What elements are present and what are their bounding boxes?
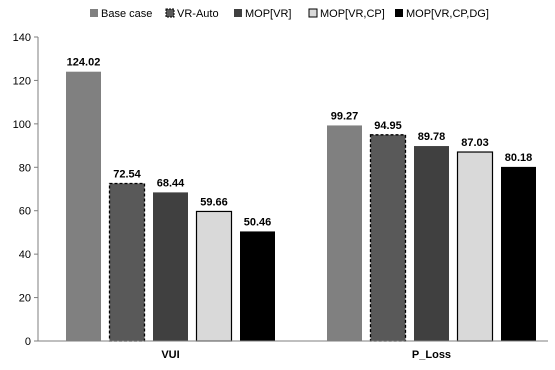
bar-p_loss-0 bbox=[327, 125, 362, 341]
bar-vui-0 bbox=[66, 71, 101, 341]
data-label: 94.95 bbox=[374, 120, 402, 132]
data-label: 68.44 bbox=[157, 177, 185, 189]
legend-swatch bbox=[90, 9, 98, 17]
data-label: 72.54 bbox=[113, 168, 141, 180]
data-label: 80.18 bbox=[505, 152, 533, 164]
y-axis: 0 20 40 60 80 100 120 140 bbox=[13, 32, 39, 348]
legend-label: MOP[VR,CP] bbox=[320, 8, 385, 20]
y-tick-label: 100 bbox=[13, 119, 31, 131]
data-label: 87.03 bbox=[461, 137, 489, 149]
data-label: 89.78 bbox=[418, 131, 446, 143]
legend-label: Base case bbox=[101, 8, 152, 20]
y-tick-label: 140 bbox=[13, 32, 31, 44]
legend-swatch bbox=[234, 9, 242, 17]
data-label: 50.46 bbox=[244, 216, 272, 228]
y-tick-label: 40 bbox=[19, 249, 31, 261]
bar-p_loss-3 bbox=[456, 151, 494, 342]
legend: Base case VR-Auto MOP[VR] MOP[VR,CP] MOP[VR,… bbox=[90, 8, 489, 20]
legend-swatch bbox=[395, 9, 403, 17]
legend-swatch bbox=[165, 8, 175, 18]
legend-swatch bbox=[308, 8, 318, 18]
bar-vui-4 bbox=[240, 231, 275, 341]
legend-label: MOP[VR,CP,DG] bbox=[406, 8, 489, 20]
legend-label: MOP[VR] bbox=[245, 8, 291, 20]
y-tick-label: 20 bbox=[19, 293, 31, 305]
x-axis: VUI P_Loss bbox=[38, 340, 548, 361]
data-label: 124.02 bbox=[67, 57, 101, 69]
bar-vui-2 bbox=[153, 192, 188, 341]
bar-p_loss-1 bbox=[369, 134, 407, 342]
x-category-label: VUI bbox=[161, 349, 179, 361]
data-labels: 124.02 72.54 68.44 59.66 50.46 99.27 94.95 89.7… bbox=[67, 57, 533, 229]
legend-label: VR-Auto bbox=[177, 8, 219, 20]
data-label: 99.27 bbox=[331, 110, 359, 122]
data-label: 59.66 bbox=[200, 196, 228, 208]
x-category-label: P_Loss bbox=[412, 349, 451, 361]
bar-p_loss-4 bbox=[501, 166, 536, 341]
y-tick-label: 0 bbox=[25, 336, 31, 348]
bar-vui-3 bbox=[195, 210, 233, 342]
bar-vui-1 bbox=[108, 182, 146, 342]
bars bbox=[66, 71, 536, 342]
y-tick-label: 60 bbox=[19, 206, 31, 218]
y-tick-label: 80 bbox=[19, 162, 31, 174]
y-tick-label: 120 bbox=[13, 75, 31, 87]
bar-p_loss-2 bbox=[414, 146, 449, 341]
